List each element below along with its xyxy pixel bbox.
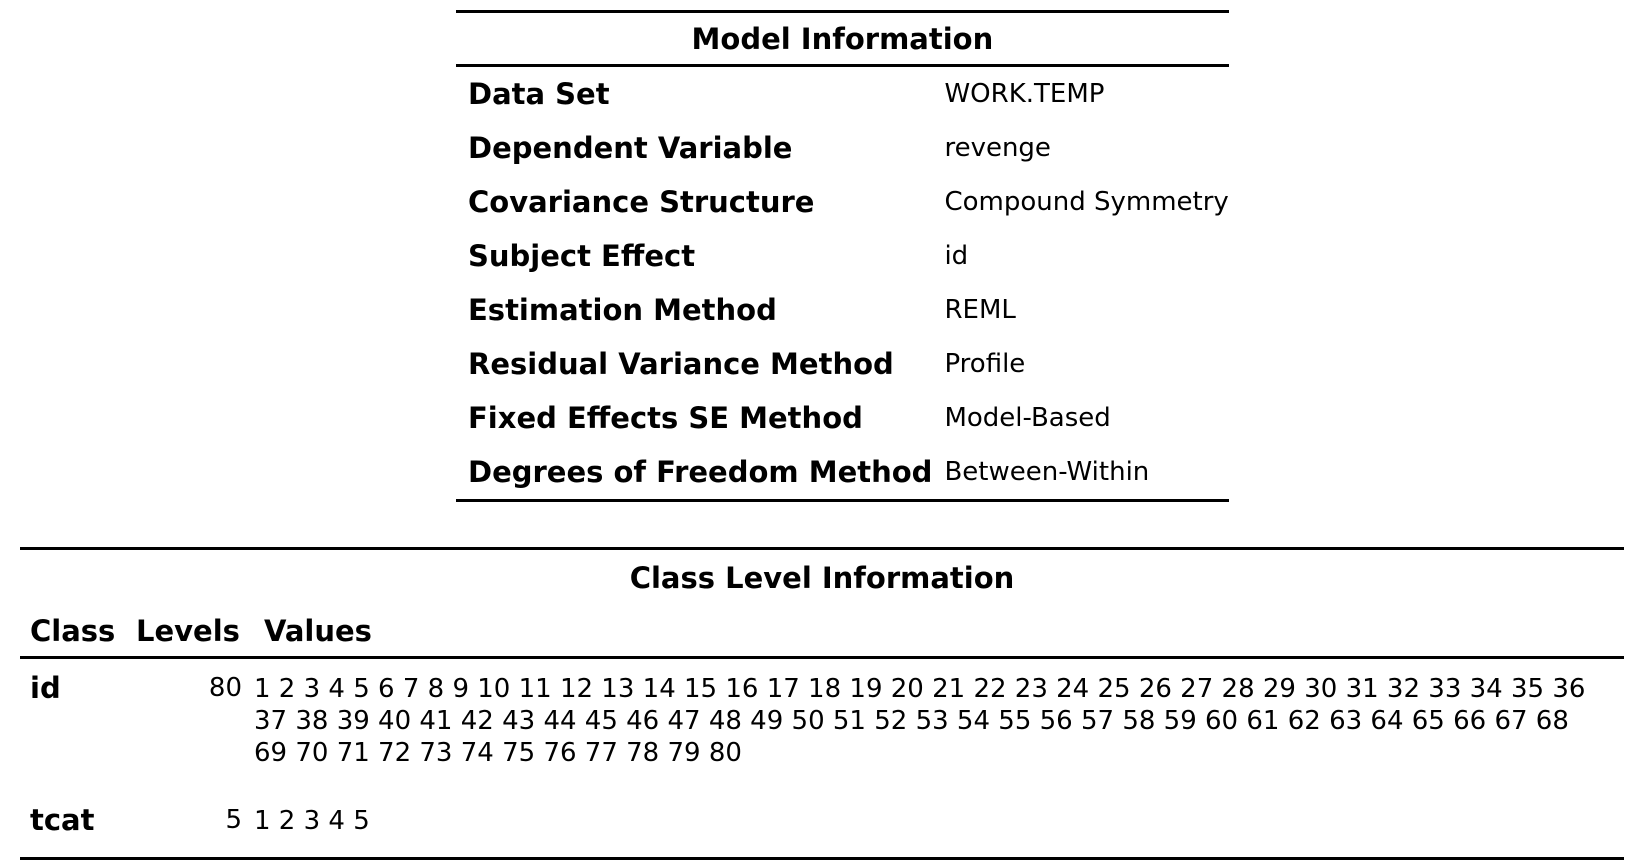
model-info-row: Fixed Effects SE Method Model-Based	[456, 391, 1229, 445]
model-info-value: Compound Symmetry	[944, 187, 1229, 217]
model-info-label: Subject Effect	[468, 239, 696, 273]
model-info-row: Degrees of Freedom Method Between-Within	[456, 445, 1229, 502]
model-information-table: Model Information Data Set WORK.TEMP Dep…	[456, 10, 1229, 502]
levels-cell: 5	[126, 791, 254, 860]
model-info-value: Profile	[944, 349, 1026, 379]
class-table-header-row: Class Levels Values	[20, 606, 1624, 659]
levels-cell: 80	[208, 673, 242, 703]
model-info-row: Dependent Variable revenge	[456, 121, 1229, 175]
model-info-row: Residual Variance Method Profile	[456, 337, 1229, 391]
values-cell: 1 2 3 4 5	[254, 791, 1624, 860]
class-level-information-title: Class Level Information	[20, 547, 1624, 606]
model-info-row: Covariance Structure Compound Symmetry	[456, 175, 1229, 229]
model-information-title: Model Information	[456, 10, 1229, 67]
model-info-label: Fixed Effects SE Method	[468, 401, 863, 435]
class-table-row: tcat 5 1 2 3 4 5	[20, 791, 1624, 860]
model-info-row: Estimation Method REML	[456, 283, 1229, 337]
model-info-value: Model-Based	[944, 403, 1111, 433]
model-info-label: Covariance Structure	[468, 185, 815, 219]
model-info-label: Residual Variance Method	[468, 347, 894, 381]
levels-column-header: Levels	[126, 606, 254, 659]
model-info-value: Between-Within	[932, 445, 1229, 502]
values-column-header: Values	[254, 606, 1624, 659]
model-info-label: Degrees of Freedom Method	[456, 445, 933, 502]
model-info-row: Subject Effect id	[456, 229, 1229, 283]
class-column-header: Class	[20, 606, 126, 659]
class-level-information-table: Class Level Information Class Levels Val…	[20, 547, 1624, 860]
model-info-label: Estimation Method	[468, 293, 777, 327]
model-info-value: WORK.TEMP	[944, 79, 1105, 109]
class-name-cell: tcat	[20, 791, 126, 860]
model-info-value: revenge	[944, 133, 1051, 163]
values-cell: 1 2 3 4 5 6 7 8 9 10 11 12 13 14 15 16 1…	[254, 674, 1586, 768]
class-name-cell: id	[30, 671, 61, 705]
model-info-label: Data Set	[468, 77, 610, 111]
class-table-row: id 80 1 2 3 4 5 6 7 8 9 10 11 12 13 14 1…	[20, 658, 1624, 792]
model-info-value: id	[944, 241, 969, 271]
model-info-value: REML	[944, 295, 1016, 325]
model-info-label: Dependent Variable	[468, 131, 793, 165]
model-info-row: Data Set WORK.TEMP	[456, 66, 1229, 122]
